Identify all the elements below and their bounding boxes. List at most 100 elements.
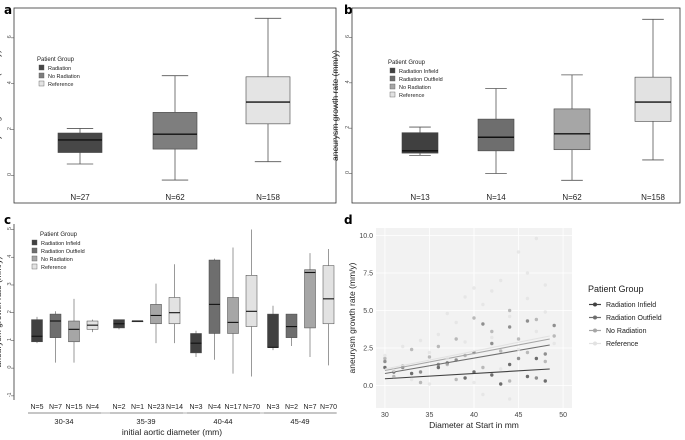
- data-point: [490, 341, 494, 346]
- n-label: N=13: [410, 193, 430, 202]
- data-point: [454, 377, 458, 382]
- y-tick-label: 4: [345, 80, 351, 83]
- x-tick-label: 40: [470, 412, 478, 419]
- box-body: [208, 259, 221, 334]
- data-point: [409, 347, 414, 352]
- legend-title: Patient Group: [588, 284, 644, 294]
- data-point: [436, 332, 441, 337]
- legend-item: Reference: [399, 93, 424, 99]
- group-label: 45-49: [290, 417, 309, 426]
- data-point: [525, 350, 530, 355]
- data-point: [499, 367, 503, 371]
- box-no-radiation: N=62: [553, 74, 591, 202]
- data-point: [392, 368, 396, 373]
- data-point: [490, 373, 494, 377]
- legend-item: Radiation Outfield: [399, 77, 443, 83]
- data-point: [534, 356, 539, 361]
- n-label: N=23: [148, 404, 165, 411]
- data-point: [543, 352, 547, 356]
- legend-title: Patient Group: [388, 60, 426, 66]
- data-point: [507, 362, 512, 367]
- n-label: N=14: [166, 404, 183, 411]
- legend-item: Radiation Outfield: [41, 249, 85, 255]
- data-point: [507, 379, 512, 383]
- y-axis-title: aneurysm growth rate (mm/y): [0, 256, 3, 367]
- box-body: [285, 313, 298, 338]
- data-point: [418, 380, 423, 385]
- y-tick-label: 10.0: [359, 233, 373, 240]
- data-point: [534, 329, 539, 334]
- data-point: [552, 323, 556, 328]
- y-tick-label: 1: [7, 338, 13, 341]
- y-axis-title: aneurysm growth rate (mm/y): [347, 262, 357, 373]
- legend-swatch: [31, 263, 38, 270]
- n-label: N=5: [30, 404, 43, 411]
- legend-item: Reference: [606, 341, 638, 348]
- data-point: [552, 334, 556, 338]
- data-point: [499, 382, 503, 386]
- data-point: [427, 355, 432, 359]
- n-label: N=4: [208, 404, 221, 411]
- panel-d: 30 35 40 45 50 0.0 2.5 5.0 7.5 10.0 aneurysm growt…: [347, 228, 662, 430]
- data-point: [481, 322, 485, 326]
- n-label: N=7: [303, 404, 316, 411]
- data-point: [383, 356, 387, 361]
- category-35-39: N=2 N=1 N=23 N=14 35-39: [110, 264, 183, 426]
- data-point: [463, 295, 467, 299]
- box-reference: N=158: [245, 17, 291, 202]
- series-no-radiation: [383, 308, 556, 385]
- group-label: 30-34: [54, 417, 73, 426]
- data-point: [392, 374, 396, 379]
- data-point: [543, 310, 547, 314]
- panel-b: 0 2 4 6 aneurysm growth rate (mm/y) N=13 N=14 N…: [330, 7, 681, 204]
- box-body: [152, 112, 198, 150]
- box-body: [553, 108, 591, 151]
- y-tick-label: 4: [7, 81, 13, 84]
- n-label: N=158: [641, 193, 665, 202]
- data-point: [481, 302, 485, 307]
- series-reference: [383, 236, 556, 401]
- y-axis-title: aneurysm growth rate (mm/y): [330, 50, 340, 161]
- n-label: N=62: [562, 193, 582, 202]
- data-point: [383, 359, 387, 364]
- data-point: [427, 382, 432, 386]
- category-40-44: N=3 N=4 N=17 N=70 40-44: [187, 229, 260, 426]
- n-label: N=15: [66, 404, 83, 411]
- y-tick-label: 2: [345, 126, 351, 129]
- data-point: [534, 317, 539, 322]
- box-radiation-outfield: N=14: [477, 88, 515, 202]
- data-point: [534, 376, 539, 380]
- x-axis-title: Diameter at Start in mm: [429, 420, 519, 430]
- box-body: [634, 76, 672, 122]
- n-label: N=3: [189, 404, 202, 411]
- data-point: [525, 319, 530, 323]
- legend-item: No Radiation: [606, 328, 647, 335]
- data-point: [472, 370, 476, 374]
- data-point: [507, 397, 512, 401]
- box-body: [401, 132, 439, 154]
- box-body: [57, 132, 103, 153]
- y-tick-label: 6: [7, 35, 13, 38]
- data-point: [445, 311, 449, 316]
- panel-label-a: a: [4, 3, 12, 17]
- data-point: [543, 283, 547, 287]
- legend-item: Radiation Infield: [41, 241, 80, 247]
- box-body: [227, 297, 239, 334]
- box-body: [245, 275, 258, 327]
- y-tick-label: 3: [7, 282, 13, 285]
- data-point: [507, 325, 512, 329]
- box-body: [245, 76, 291, 125]
- legend-swatch: [31, 239, 38, 246]
- data-point: [507, 308, 512, 313]
- n-label: N=2: [112, 404, 125, 411]
- data-point: [454, 320, 458, 325]
- trend-line: [384, 338, 550, 372]
- plot-frame: [13, 7, 337, 204]
- y-tick-label: 2: [7, 310, 13, 313]
- data-point: [525, 296, 530, 301]
- trend-line: [384, 344, 550, 375]
- data-point: [409, 377, 414, 382]
- data-point: [472, 286, 476, 290]
- legend-item: Radiation Outfield: [606, 315, 662, 322]
